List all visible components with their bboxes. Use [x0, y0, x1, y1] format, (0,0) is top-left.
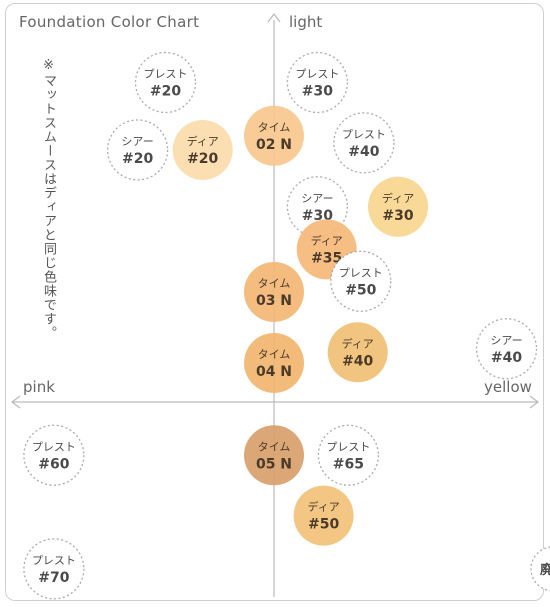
- point-circle: [286, 51, 349, 114]
- data-point: タイム 02 N: [244, 105, 304, 166]
- axis-label-yellow: yellow: [484, 378, 532, 396]
- x-axis-arrow-right: [529, 395, 539, 409]
- point-shade: #60: [38, 456, 69, 472]
- data-point: ディア #30: [368, 176, 428, 237]
- data-point: プレスト #65: [317, 424, 380, 486]
- data-point: タイム 05 N: [244, 425, 304, 486]
- data-point: タイム 03 N: [244, 261, 304, 322]
- point-circle: [333, 112, 395, 174]
- point-label: ディア: [382, 191, 414, 205]
- data-point: シアー #40: [475, 318, 538, 380]
- point-label: プレスト: [144, 68, 188, 81]
- point-label: プレスト: [339, 266, 383, 279]
- point-label: ディア: [311, 233, 343, 247]
- point-circle: [23, 424, 85, 486]
- point-label: タイム: [258, 277, 291, 290]
- point-circle: [172, 119, 233, 180]
- point-label: シアー: [301, 192, 333, 205]
- point-circle: [244, 261, 304, 322]
- axis-label-pink: pink: [23, 378, 55, 396]
- point-shade: #30: [382, 208, 413, 224]
- point-shade: #20: [122, 151, 153, 167]
- point-label: シアー: [490, 334, 522, 347]
- point-shade: #40: [491, 350, 522, 366]
- point-label: プレスト: [326, 440, 370, 453]
- point-circle: [530, 546, 550, 592]
- point-circle: [106, 119, 169, 181]
- point-shade: #50: [308, 517, 339, 533]
- point-circle: [317, 424, 380, 486]
- point-shade: #65: [333, 456, 364, 472]
- point-label: シアー: [121, 135, 153, 148]
- point-circle: [293, 485, 354, 546]
- point-label: ディア: [187, 134, 219, 148]
- point-shade: #40: [342, 353, 373, 369]
- point-label: プレスト: [32, 554, 76, 567]
- point-label: プレスト: [32, 440, 76, 453]
- data-points: プレスト #20 プレスト #30 シアー #20 ディア #20 タイム 02 N プレスト #40…: [23, 51, 550, 600]
- point-shade: 04 N: [256, 364, 292, 380]
- point-shade: #40: [348, 144, 379, 160]
- data-point: ディア #20: [172, 119, 233, 180]
- point-shade: 05 N: [256, 456, 292, 472]
- point-circle: [244, 332, 304, 393]
- point-circle: [330, 250, 392, 312]
- point-label: ディア: [307, 500, 339, 514]
- axis-label-light: light: [289, 13, 323, 31]
- data-point: シアー #20: [106, 119, 169, 181]
- point-circle: [368, 176, 428, 237]
- point-circle: [244, 105, 304, 166]
- point-shade: 02 N: [256, 137, 292, 153]
- point-shade: 03 N: [256, 293, 292, 309]
- data-point: プレスト #50: [330, 250, 392, 312]
- point-circle: [23, 538, 85, 600]
- data-point: プレスト #60: [23, 424, 85, 486]
- data-point: ディア #40: [327, 322, 388, 383]
- point-label: タイム: [258, 348, 291, 361]
- point-shade: #70: [38, 570, 69, 586]
- point-label: ディア: [342, 336, 374, 350]
- chart-title: Foundation Color Chart: [19, 13, 200, 31]
- data-point: プレスト #70: [23, 538, 85, 600]
- point-label: 廃盤: [539, 562, 550, 578]
- point-label: プレスト: [295, 68, 339, 81]
- data-point: タイム 04 N: [244, 332, 304, 393]
- point-circle: [134, 51, 197, 114]
- data-point: プレスト #20: [134, 51, 197, 114]
- data-point: プレスト #40: [333, 112, 395, 174]
- data-point: 廃盤: [530, 546, 550, 592]
- data-point: プレスト #30: [286, 51, 349, 114]
- point-shade: #35: [311, 250, 342, 266]
- point-shade: #20: [187, 151, 218, 167]
- point-shade: #20: [150, 84, 181, 100]
- point-circle: [327, 322, 388, 383]
- point-shade: #30: [302, 84, 333, 100]
- data-point: ディア #50: [293, 485, 354, 546]
- x-axis-arrow-left: [11, 395, 21, 409]
- point-label: タイム: [258, 121, 291, 134]
- point-label: プレスト: [342, 128, 386, 141]
- point-label: タイム: [258, 440, 291, 453]
- y-axis-arrow-head: [267, 13, 281, 23]
- point-circle: [475, 318, 538, 380]
- point-shade: #50: [345, 282, 376, 298]
- point-circle: [244, 425, 304, 486]
- chart-note: ※マットスムースはディアと同じ色味です。: [41, 58, 56, 340]
